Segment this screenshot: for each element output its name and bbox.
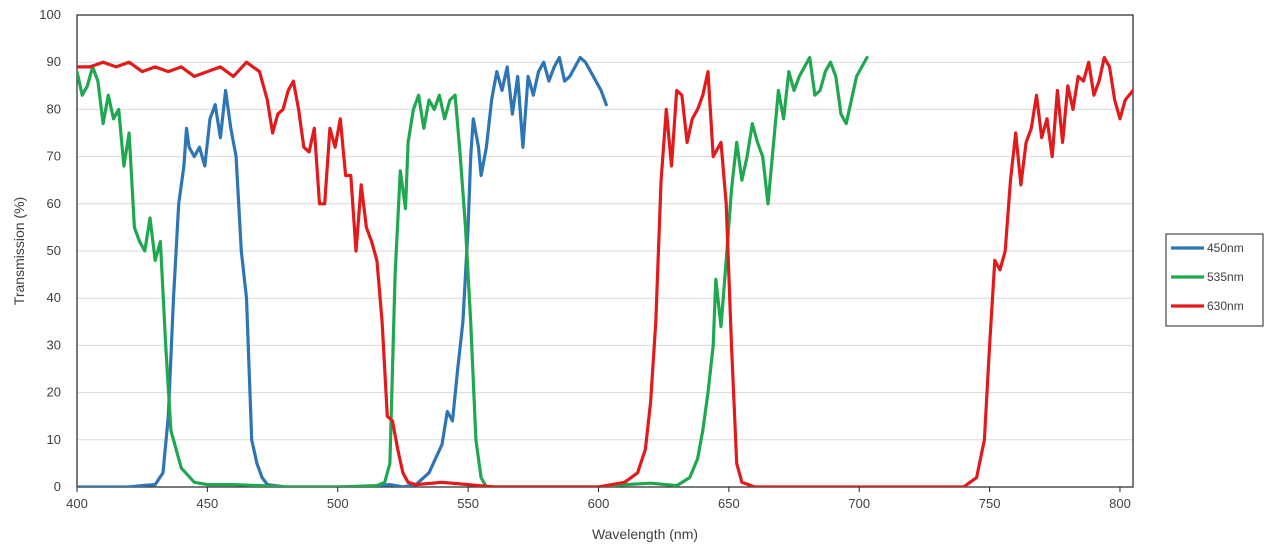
y-tick-label-30: 30 — [47, 337, 61, 352]
x-tick-label-800: 800 — [1109, 496, 1131, 511]
y-tick-label-50: 50 — [47, 243, 61, 258]
series-line-630nm — [77, 55, 1133, 487]
x-tick-label-650: 650 — [718, 496, 740, 511]
y-tick-label-80: 80 — [47, 101, 61, 116]
y-tick-label-100: 100 — [39, 7, 61, 22]
legend-label-450nm: 450nm — [1207, 241, 1244, 255]
x-tick-label-750: 750 — [979, 496, 1001, 511]
x-tick-label-600: 600 — [588, 496, 610, 511]
y-axis-title: Transmission (%) — [11, 197, 27, 305]
series-line-450nm — [77, 55, 608, 487]
y-tick-label-0: 0 — [54, 479, 61, 494]
y-tick-label-10: 10 — [47, 432, 61, 447]
x-tick-label-700: 700 — [848, 496, 870, 511]
y-tick-label-40: 40 — [47, 290, 61, 305]
x-tick-label-500: 500 — [327, 496, 349, 511]
legend-label-535nm: 535nm — [1207, 270, 1244, 284]
legend-box — [1165, 233, 1264, 327]
y-tick-label-20: 20 — [47, 385, 61, 400]
y-tick-label-90: 90 — [47, 54, 61, 69]
series-line-535nm — [77, 55, 869, 487]
x-tick-label-400: 400 — [66, 496, 88, 511]
y-tick-label-70: 70 — [47, 149, 61, 164]
x-tick-label-450: 450 — [197, 496, 219, 511]
x-axis-title: Wavelength (nm) — [592, 526, 698, 542]
y-tick-label-60: 60 — [47, 196, 61, 211]
legend-label-630nm: 630nm — [1207, 299, 1244, 313]
x-tick-label-550: 550 — [457, 496, 479, 511]
